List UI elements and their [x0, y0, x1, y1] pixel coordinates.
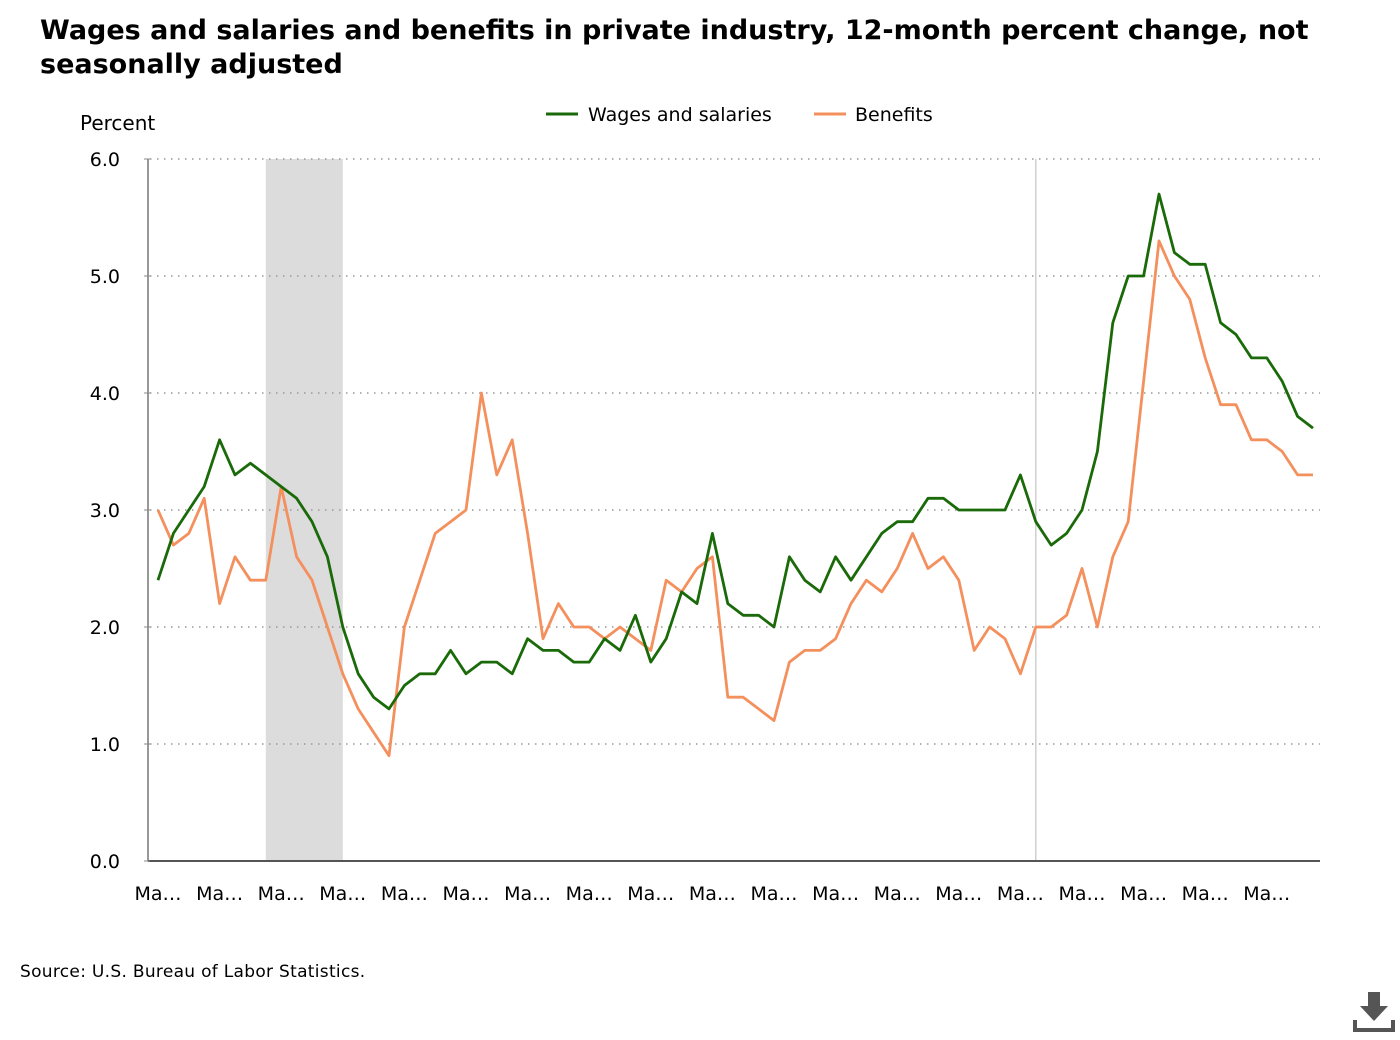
- y-tick-label: 6.0: [90, 149, 120, 171]
- x-tick-label: Ma…: [812, 883, 859, 905]
- x-tick-label: Ma…: [319, 883, 366, 905]
- legend: Wages and salaries Benefits: [546, 104, 933, 126]
- download-button[interactable]: [1352, 990, 1396, 1034]
- x-tick-label: Ma…: [134, 883, 181, 905]
- x-tick-label: Ma…: [258, 883, 305, 905]
- y-tick-label: 4.0: [90, 383, 120, 405]
- x-tick-label: Ma…: [627, 883, 674, 905]
- x-tick-label: Ma…: [381, 883, 428, 905]
- x-tick-label: Ma…: [196, 883, 243, 905]
- x-tick-label: Ma…: [1120, 883, 1167, 905]
- x-tick-label: Ma…: [689, 883, 736, 905]
- x-tick-label: Ma…: [566, 883, 613, 905]
- series-line-wages-and-salaries: [156, 192, 1314, 711]
- y-tick-label: 2.0: [90, 617, 120, 639]
- x-tick-label: Ma…: [750, 883, 797, 905]
- y-axis-ticks: 0.0 1.0 2.0 3.0 4.0 5.0 6.0: [90, 149, 150, 873]
- x-tick-label: Ma…: [1182, 883, 1229, 905]
- y-tick-label: 3.0: [90, 500, 120, 522]
- x-tick-label: Ma…: [442, 883, 489, 905]
- y-axis-label: Percent: [80, 111, 155, 135]
- x-tick-label: Ma…: [1058, 883, 1105, 905]
- y-tick-label: 0.0: [90, 851, 120, 873]
- x-tick-label: Ma…: [997, 883, 1044, 905]
- source-note: Source: U.S. Bureau of Labor Statistics.: [20, 962, 366, 982]
- x-axis-ticks: Ma… Ma… Ma… Ma… Ma… Ma… Ma… Ma… Ma… Ma… Ma… Ma… Ma… M…: [134, 883, 1290, 905]
- x-tick-label: Ma…: [874, 883, 921, 905]
- download-icon: [1353, 992, 1395, 1032]
- x-tick-label: Ma…: [504, 883, 551, 905]
- y-tick-label: 5.0: [90, 266, 120, 288]
- legend-label: Benefits: [855, 104, 933, 126]
- series-line-benefits: [156, 239, 1313, 758]
- chart-title: Wages and salaries and benefits in priva…: [40, 15, 1309, 80]
- x-tick-label: Ma…: [935, 883, 982, 905]
- legend-label: Wages and salaries: [588, 104, 772, 126]
- series-lines: [156, 192, 1314, 758]
- y-tick-label: 1.0: [90, 734, 120, 756]
- x-tick-label: Ma…: [1243, 883, 1290, 905]
